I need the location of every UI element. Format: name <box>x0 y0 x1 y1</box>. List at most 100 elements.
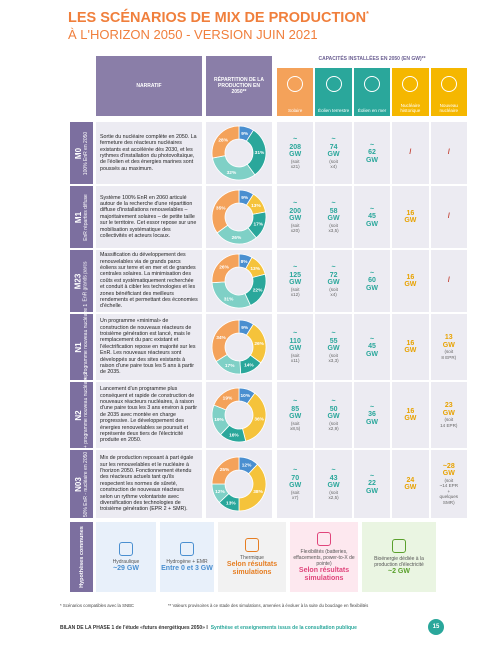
title-text: LES SCÉNARIOS DE MIX DE PRODUCTION <box>68 10 367 26</box>
capacity-line: GW <box>327 279 340 287</box>
donut-label: 26% <box>254 341 264 347</box>
row-label-text: M0 100% EnR en 2050 <box>74 131 89 174</box>
capacity-line: ~ <box>369 335 375 343</box>
capacity: 16 GW <box>392 250 429 312</box>
capacity-line: GW <box>365 418 379 426</box>
capacity-line: (soit <box>329 158 338 164</box>
common-value: Entre 0 et 3 GW <box>161 564 213 572</box>
donut-label: 25% <box>220 467 230 473</box>
row-code: M1 <box>74 211 84 223</box>
capacity-line: GW <box>289 279 302 287</box>
capacity-line: ~ <box>369 472 375 480</box>
donut: 9%13% 17% 26% 35% <box>211 189 267 245</box>
capacity-line: 45 <box>368 213 376 221</box>
common-item: Bioénergie dédiée à la production d'élec… <box>362 522 436 592</box>
column-icon <box>287 76 304 92</box>
column-icon <box>325 76 342 92</box>
capacity-line: 36 <box>368 411 376 419</box>
capacity-line: 200 <box>289 207 302 215</box>
capacity-line: ~ <box>293 467 298 475</box>
donut: 10% 36% 16% 19% 19% <box>211 387 267 443</box>
row-label: N03 50% EnR - nucléaire en 2050 <box>70 450 93 518</box>
donut-cell: 9% 13% 17% 26% 35% <box>206 186 272 248</box>
capacity: ~28 GW (soit ~14 EPR + quelques SMR) <box>430 450 467 518</box>
row-label: M1 EnR réparties diffuse <box>70 186 93 248</box>
capacity-line: ~ <box>293 264 298 272</box>
capacity-line: ~ <box>331 330 336 338</box>
column-name: Éolien terrestre <box>318 108 350 113</box>
row-label-text: N03 50% EnR - nucléaire en 2050 <box>74 451 89 516</box>
capacity-line: GW <box>289 151 302 159</box>
narrative: Sortie du nucléaire complète en 2050. La… <box>96 122 202 184</box>
capacity-line: 23 <box>444 402 453 409</box>
common-name: Hydraulique <box>112 558 140 565</box>
donut-label: 26% <box>232 235 242 241</box>
donut-label: 12% <box>242 463 252 469</box>
donut-label: 8% <box>241 259 249 265</box>
capacity-line: 74 <box>329 143 338 151</box>
capacity-line: GW <box>442 470 455 478</box>
capacity-line: ~ <box>369 205 375 213</box>
capacity: ~45 GW <box>353 186 391 248</box>
capacity-line: GW <box>442 409 455 417</box>
narrative: Mix de production reposant à part égale … <box>96 450 202 518</box>
row-label: M23 EnR grands parcs <box>70 250 93 312</box>
capacity-line: 125 <box>289 271 302 279</box>
capacity-line: GW <box>327 413 340 421</box>
row-code: M0 <box>74 147 83 159</box>
capacity-line: x12) <box>290 292 300 298</box>
column-name: Solaire <box>288 108 303 113</box>
capacity-line: GW <box>404 217 417 224</box>
capacity-line: 16 <box>406 273 415 281</box>
donut-cell: 9% 31% 32% 28% <box>206 122 272 184</box>
capacity-line: ~ <box>331 200 336 208</box>
row-label-text: M1 EnR réparties diffuse <box>74 194 89 241</box>
donut-segment <box>212 155 256 181</box>
row-label: M0 100% EnR en 2050 <box>70 122 93 184</box>
capacity: 16 GW <box>392 314 429 380</box>
column-header: Éolien en mer <box>353 68 391 116</box>
capacity: ~60 GW <box>353 250 391 312</box>
capacity-line: x7) <box>292 495 299 501</box>
common-label-text: Hypothèses communes <box>78 526 85 588</box>
capacity-line: x4) <box>330 292 337 298</box>
donut-label: 9% <box>241 195 249 201</box>
row-desc: EnR réparties diffuse <box>83 193 90 241</box>
donut-cell: 10% 36% 16% 19% 19% <box>206 382 272 448</box>
capacity: ~55 GW (soit x3,3) <box>315 314 352 380</box>
header-narratif: NARRATIF <box>96 56 202 116</box>
donut-label: 38% <box>253 489 263 495</box>
capacity-line: ~ <box>369 141 375 149</box>
capacity-line: 55 <box>329 337 338 345</box>
column-name: Nucléaire historique <box>400 103 421 113</box>
common-icon <box>119 541 133 556</box>
capacity-line: 13 <box>444 334 453 341</box>
capacity-line: (soit <box>290 489 300 495</box>
donut: 9% 26% 14% 17% 34% <box>211 319 267 375</box>
capacity-line: 16 <box>406 209 415 217</box>
donut-segment <box>211 125 240 159</box>
capacity-line: / <box>447 149 450 157</box>
donut-label: 17% <box>225 363 235 369</box>
column-name: Éolien en mer <box>357 108 387 113</box>
capacity-line: 24 <box>406 476 415 484</box>
column-name: Nouveau nucléaire <box>439 103 459 113</box>
capacity-line: x8,5) <box>290 426 301 432</box>
donut-segment <box>213 387 240 411</box>
capacity: 24 GW <box>392 450 429 518</box>
capacity-line: ~ <box>331 467 336 475</box>
donut-label: 9% <box>241 131 249 137</box>
column-header: Éolien terrestre <box>315 68 352 116</box>
capacity: / <box>430 250 467 312</box>
donut-label: 31% <box>224 296 234 302</box>
capacity-line: GW <box>327 482 340 490</box>
capacity-line: (soit <box>444 349 454 354</box>
donut-label: 13% <box>226 501 236 507</box>
capacity-line: (soit <box>329 286 338 292</box>
header-repartition: RÉPARTITION DE LA PRODUCTION EN 2050** <box>206 56 272 116</box>
capacity-line: (soit <box>290 286 300 292</box>
capacity-line: GW <box>365 350 379 358</box>
capacity-line: ~ <box>331 398 336 406</box>
page-number: 15 <box>428 619 444 635</box>
common-icon <box>180 541 194 556</box>
